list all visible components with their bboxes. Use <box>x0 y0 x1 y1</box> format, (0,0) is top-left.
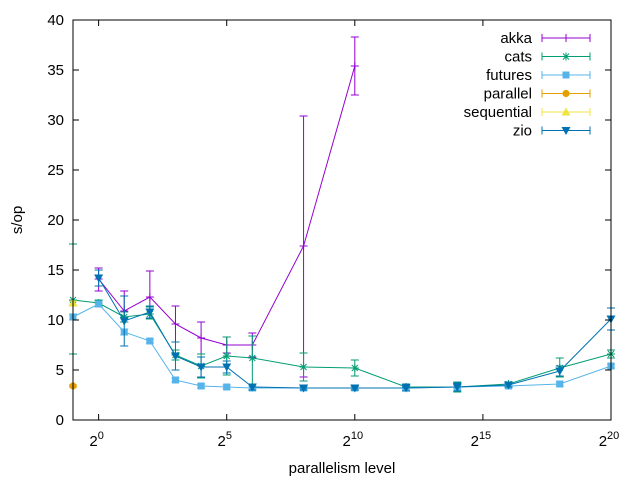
x-tick-label: 220 <box>599 430 620 450</box>
y-tick-label: 25 <box>47 162 64 179</box>
legend-marker <box>562 89 570 98</box>
point-zio <box>196 363 206 372</box>
point-zio <box>247 383 257 392</box>
point-futures <box>223 383 231 391</box>
series-akka <box>94 36 359 378</box>
y-tick-label: 40 <box>47 12 64 29</box>
point-zio <box>504 381 514 390</box>
x-tick-label: 210 <box>343 430 364 450</box>
y-axis: 0 5 10 15 20 25 30 35 40 <box>47 12 611 429</box>
point-zio <box>170 352 180 361</box>
point-akka <box>350 62 359 70</box>
series-layer <box>68 36 616 393</box>
point-futures <box>171 376 179 384</box>
series-line-zio <box>98 277 612 389</box>
legend-label: sequential <box>464 104 532 121</box>
point-cats <box>350 364 359 372</box>
series-zio <box>94 269 616 393</box>
point-cats <box>299 363 308 371</box>
legend-marker <box>562 71 570 79</box>
point-akka <box>171 320 180 328</box>
point-zio <box>299 384 309 393</box>
legend-label: cats <box>504 49 532 66</box>
point-akka <box>197 334 206 342</box>
legend-label: parallel <box>484 86 532 103</box>
y-tick-label: 0 <box>56 412 64 429</box>
legend-item-zio: zio <box>513 123 591 140</box>
point-zio <box>555 367 565 376</box>
x-axis: 20 25 210 215 220 <box>89 20 619 450</box>
legend-marker <box>562 34 570 42</box>
point-cats <box>222 352 231 360</box>
point-zio <box>119 317 129 326</box>
point-zio <box>350 384 360 393</box>
y-tick-label: 10 <box>47 312 64 329</box>
y-tick-label: 5 <box>56 362 64 379</box>
y-axis-label: s/op <box>9 206 26 234</box>
point-zio <box>222 363 232 372</box>
y-tick-label: 30 <box>47 112 64 129</box>
point-futures <box>197 382 205 390</box>
point-futures <box>556 380 564 388</box>
point-futures <box>95 300 103 308</box>
legend-marker <box>561 107 571 116</box>
point-zio <box>94 274 104 283</box>
legend-label: futures <box>486 67 532 84</box>
x-tick-label: 215 <box>471 430 492 450</box>
legend-marker <box>561 127 571 135</box>
legend-label: akka <box>500 30 532 47</box>
point-akka <box>299 242 308 250</box>
x-tick-label: 25 <box>217 430 231 450</box>
legend-item-akka: akka <box>500 30 591 47</box>
y-tick-label: 15 <box>47 262 64 279</box>
point-zio <box>145 308 155 317</box>
point-zio <box>452 383 462 392</box>
series-line-futures <box>72 303 612 389</box>
x-axis-label: parallelism level <box>289 460 396 477</box>
point-futures <box>146 337 154 345</box>
x-tick-label: 20 <box>89 430 103 450</box>
point-zio <box>401 384 411 393</box>
series-line-akka <box>98 65 356 346</box>
legend-label: zio <box>513 123 532 140</box>
legend-marker <box>562 52 570 61</box>
point-akka <box>145 293 154 301</box>
legend-item-parallel: parallel <box>484 86 591 103</box>
legend-item-futures: futures <box>486 67 591 84</box>
y-tick-label: 35 <box>47 62 64 79</box>
legend-item-sequential: sequential <box>464 104 591 121</box>
legend-item-cats: cats <box>504 49 591 66</box>
y-tick-label: 20 <box>47 212 64 229</box>
point-cats <box>248 354 257 362</box>
